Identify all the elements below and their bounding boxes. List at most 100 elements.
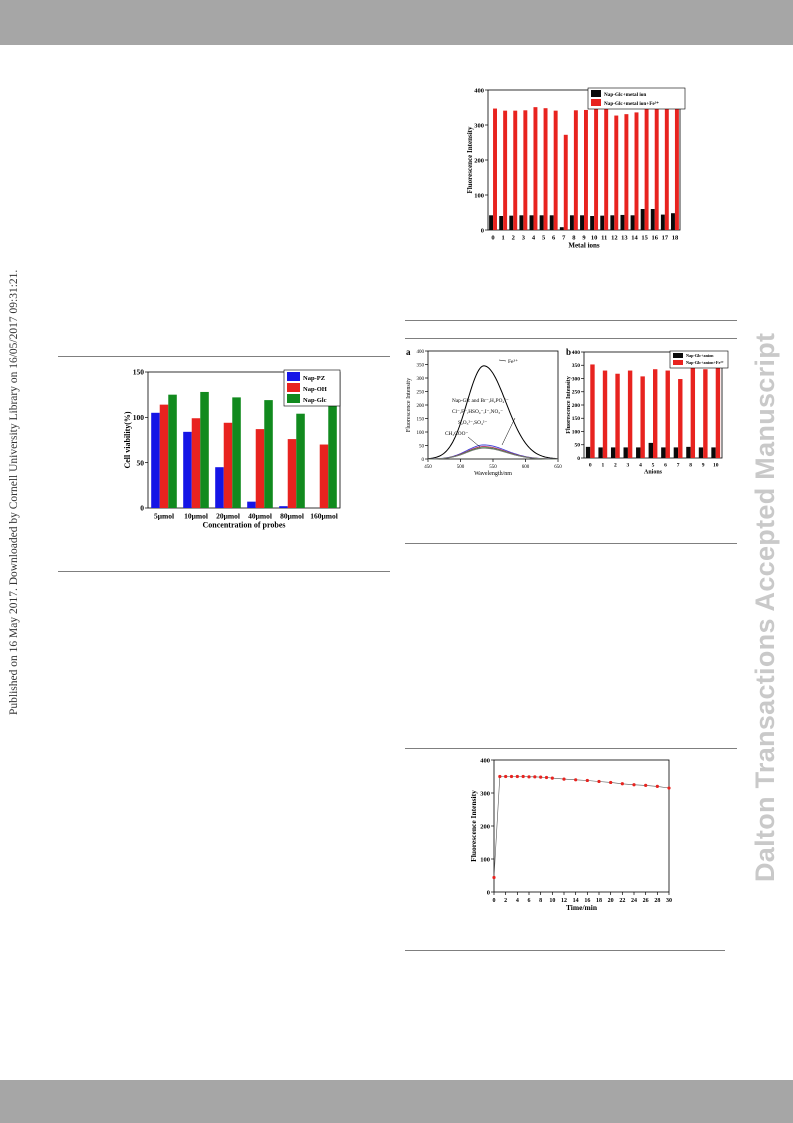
y-axis-label: Fluorescence Intensity (566, 376, 572, 433)
data-point (527, 775, 531, 779)
x-tick-label: 12 (611, 235, 618, 242)
y-tick-label: 100 (133, 413, 145, 422)
bar-Nap-Glc-20μmol (232, 397, 241, 508)
plot-frame (147, 371, 341, 509)
spectrum-line (428, 444, 558, 460)
x-tick-label: 6 (552, 235, 556, 242)
y-tick-label: 50 (419, 444, 425, 449)
y-tick-label: 0 (422, 458, 425, 463)
time-course-line (493, 776, 670, 878)
data-point (498, 774, 502, 779)
x-tick-label: 20 (608, 898, 614, 904)
bar-Nap-Glc+metal-ion-9 (580, 215, 584, 230)
x-tick-label: 9 (582, 235, 586, 242)
x-tick-label: 14 (631, 235, 638, 242)
bar-Nap-Glc+metal-ion+Fe³⁺-4 (533, 107, 538, 230)
y-tick-label: 100 (572, 429, 581, 435)
y-tick-label: 150 (133, 368, 145, 377)
data-point (509, 774, 514, 779)
data-point (609, 780, 613, 785)
y-tick-label: 400 (480, 757, 490, 764)
data-point (562, 777, 566, 781)
annotation-arrow (498, 359, 507, 362)
data-point (544, 775, 549, 780)
x-tick-label: 4 (516, 898, 519, 904)
legend-swatch (287, 383, 300, 392)
bar-Nap-Glc+anion-7 (673, 447, 679, 458)
data-point (521, 774, 525, 779)
y-tick-label: 0 (487, 889, 490, 896)
x-tick-label: 11 (601, 235, 607, 242)
bar-Nap-Glc+metal-ion+Fe³⁺-0 (493, 108, 497, 230)
bar-Nap-Glc+metal-ion-3 (519, 215, 524, 230)
y-tick-label: 0 (140, 504, 144, 513)
x-tick-label: 10μmol (184, 512, 208, 521)
x-tick-label: 7 (562, 235, 566, 242)
bar-Nap-Glc+anion+Fe³⁺-4 (640, 376, 645, 458)
spectrum-annotation: Cl⁻,F⁻,HSO₄⁻,I⁻,NO₃⁻ (452, 409, 503, 415)
x-axis-label: Time/min (566, 903, 598, 912)
bar-Nap-Glc+anion-5 (648, 442, 653, 458)
x-tick-label: 500 (457, 465, 465, 470)
data-point (533, 775, 537, 779)
bar-Nap-Glc+anion+Fe³⁺-6 (665, 370, 670, 458)
bar-Nap-Glc-40μmol (264, 400, 273, 508)
y-tick-label: 200 (572, 403, 581, 409)
bar-Nap-Glc+anion-10 (711, 447, 716, 458)
y-axis-label: Fluorescence Intensity (469, 790, 478, 862)
bar-Nap-Glc+metal-ion-17 (660, 214, 665, 230)
x-tick-label: 1 (601, 463, 604, 469)
x-tick-label: 22 (619, 898, 625, 904)
bar-Nap-Glc+metal-ion-2 (509, 215, 514, 230)
bar-Nap-Glc+anion-2 (610, 447, 616, 458)
legend-label: Nap-Glc+anion+Fe³⁺ (686, 360, 724, 365)
x-tick-label: 6 (664, 463, 667, 469)
footer-band (0, 1080, 793, 1123)
x-tick-label: 5 (542, 235, 546, 242)
x-tick-label: 0 (491, 235, 494, 242)
bar-Nap-Glc+metal-ion+Fe³⁺-2 (513, 110, 518, 230)
bar-Nap-Glc+metal-ion-14 (630, 215, 635, 230)
data-point (585, 778, 589, 783)
bar-Nap-Glc+metal-ion+Fe³⁺-12 (614, 115, 619, 230)
x-axis-label: Metal ions (568, 242, 600, 250)
x-tick-label: 4 (639, 463, 642, 469)
bar-Nap-Glc+metal-ion+Fe³⁺-18 (674, 95, 679, 230)
x-tick-label: 30 (666, 898, 672, 904)
data-point (504, 774, 508, 779)
x-tick-label: 16 (584, 898, 590, 904)
x-tick-label: 16 (651, 235, 658, 242)
bar-Nap-Glc+metal-ion-10 (590, 216, 595, 230)
bar-Nap-Glc+metal-ion-4 (529, 215, 534, 230)
bar-Nap-Glc-80μmol (296, 413, 305, 508)
y-tick-label: 350 (572, 363, 581, 369)
bar-Nap-Glc+metal-ion-18 (671, 213, 675, 230)
x-tick-label: 17 (662, 235, 669, 242)
y-tick-label: 0 (481, 227, 484, 234)
legend-label: Nap-PZ (303, 375, 325, 382)
bar-Nap-Glc-10μmol (200, 391, 209, 508)
divider-bottom-left (58, 571, 390, 572)
y-axis-label: Fluorescence Intensity (466, 126, 474, 193)
y-tick-label: 200 (417, 404, 425, 409)
bar-Nap-Glc+anion+Fe³⁺-9 (703, 369, 708, 458)
y-tick-label: 250 (417, 390, 425, 395)
x-tick-label: 80μmol (280, 512, 304, 521)
bar-Nap-Glc+anion-4 (636, 447, 641, 458)
bar-Nap-Glc+anion-9 (698, 447, 704, 458)
bar-Nap-Glc+metal-ion+Fe³⁺-7 (563, 134, 568, 230)
spectrum-annotation: Nap-Glc and Br⁻,H₂PO₄²⁻ (452, 398, 509, 404)
x-tick-label: 28 (654, 898, 660, 904)
y-tick-label: 150 (572, 416, 581, 422)
divider-right-3 (405, 543, 737, 544)
legend-label: Nap-Glc+metal ion+Fe³⁺ (604, 101, 659, 107)
legend-swatch (673, 360, 683, 365)
bar-Nap-OH-160μmol (319, 444, 329, 508)
divider-right-1 (405, 320, 737, 321)
divider-right-5 (405, 950, 725, 951)
y-tick-label: 50 (575, 443, 581, 449)
spectrum-line (427, 365, 559, 460)
y-tick-label: 200 (480, 823, 490, 830)
x-tick-label: 9 (702, 463, 705, 469)
